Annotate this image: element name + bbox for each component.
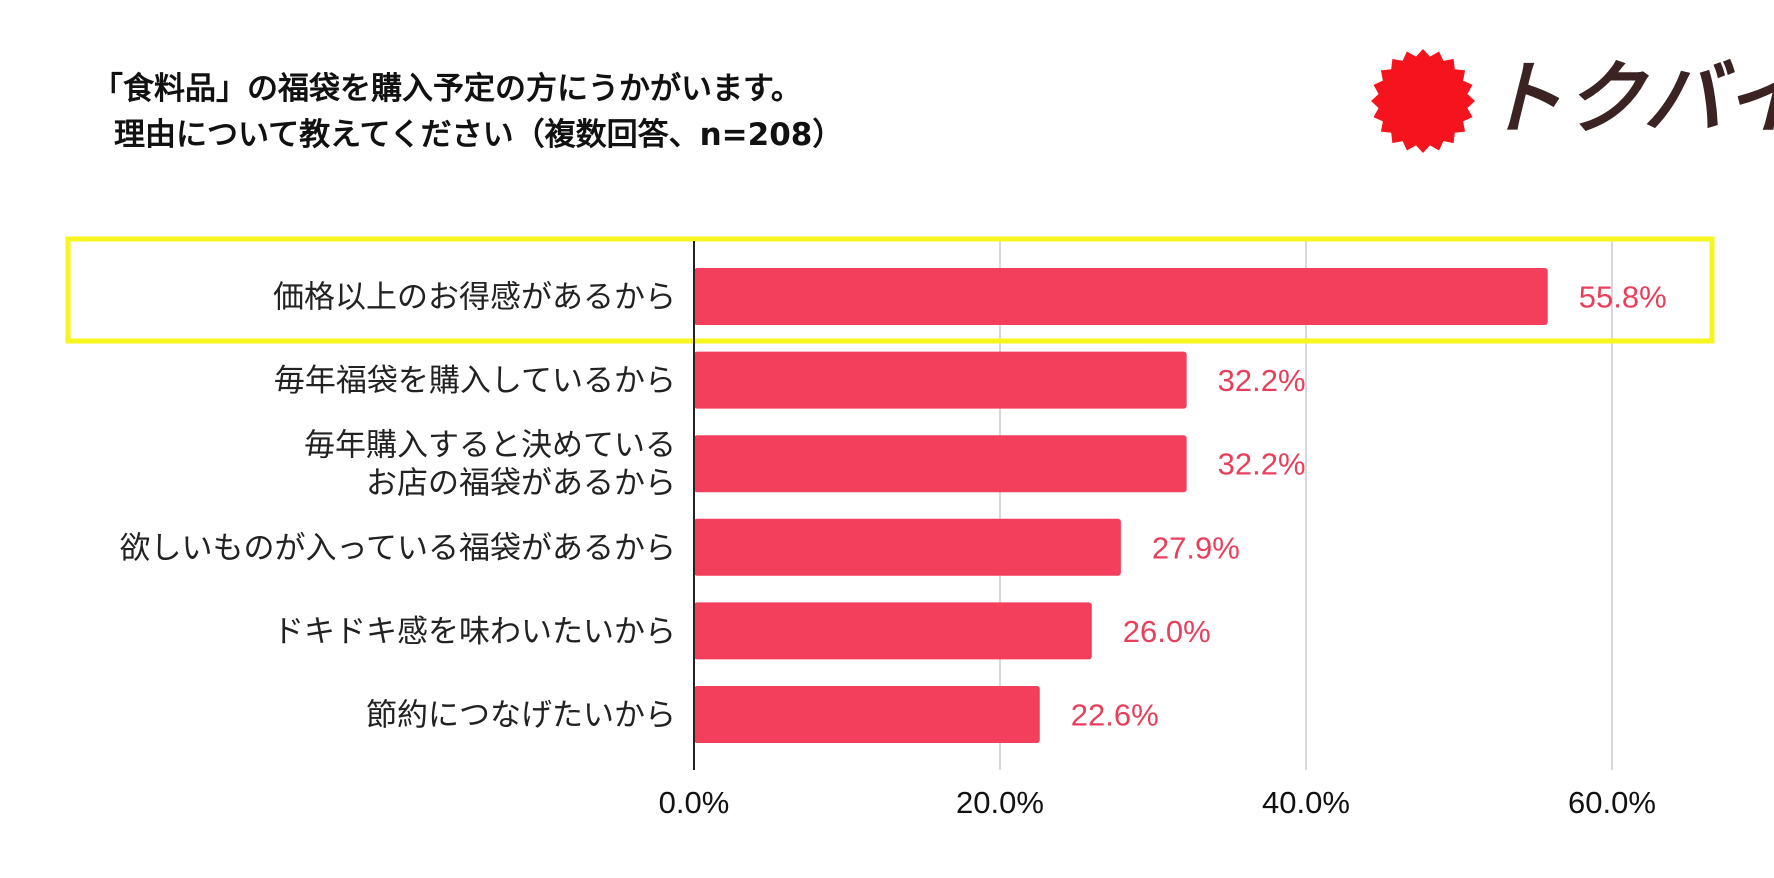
category-label-3: 欲しいものが入っている福袋があるから xyxy=(120,530,676,566)
bar-3 xyxy=(694,518,1121,576)
bar-0 xyxy=(694,268,1548,325)
value-label-4: 26.0% xyxy=(1123,614,1211,649)
value-label-1: 32.2% xyxy=(1218,363,1306,398)
value-label-0: 55.8% xyxy=(1579,280,1667,315)
highlight-box xyxy=(65,236,1715,344)
x-tick-label-0: 0.0% xyxy=(659,785,730,820)
x-tick-label-3: 60.0% xyxy=(1568,785,1656,820)
x-tick-label-2: 40.0% xyxy=(1262,785,1350,820)
bar-1 xyxy=(694,351,1187,409)
value-label-5: 22.6% xyxy=(1071,698,1159,733)
category-label-0: 価格以上のお得感があるから xyxy=(273,280,676,316)
value-label-2: 32.2% xyxy=(1218,447,1306,482)
category-label-5: 節約につなげたいから xyxy=(366,698,676,734)
category-label-1: 毎年福袋を購入しているから xyxy=(274,363,676,399)
tokubai-logo: トクバイ xyxy=(1368,46,1774,156)
chart-title: 「食料品」の福袋を購入予定の方にうかがいます。 理由について教えてください（複数… xyxy=(92,66,843,158)
chart-title-line-2: 理由について教えてください（複数回答、n=208） xyxy=(114,117,844,153)
bar-5 xyxy=(694,686,1040,743)
category-label-2-0: 毎年購入すると決めている xyxy=(304,428,676,464)
x-tick-label-1: 20.0% xyxy=(956,785,1044,820)
chart-title-line-1: 「食料品」の福袋を購入予定の方にうかがいます。 xyxy=(92,71,802,107)
category-label-2-1: お店の福袋があるから xyxy=(366,466,676,502)
category-label-4: ドキドキ感を味わいたいから xyxy=(273,614,676,650)
bar-4 xyxy=(694,602,1092,660)
bar-2 xyxy=(694,435,1187,493)
value-label-3: 27.9% xyxy=(1152,530,1240,565)
logo-text: トクバイ xyxy=(1483,52,1774,145)
red-starburst-icon xyxy=(1371,49,1475,153)
